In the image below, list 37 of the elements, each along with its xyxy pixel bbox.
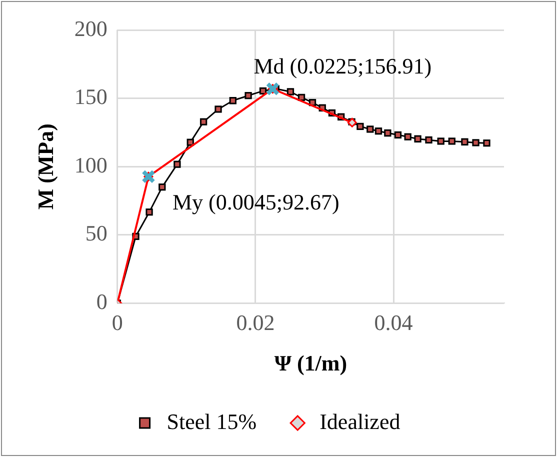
point [437, 138, 444, 145]
legend-label: Idealized [320, 408, 400, 434]
y-axis-title: M (MPa) [32, 124, 58, 210]
point [472, 139, 480, 146]
point [448, 138, 456, 145]
y-tick-label: 200 [74, 16, 108, 41]
x-tick-label: 0 [112, 310, 123, 336]
x-axis-title: Ψ (1/m) [274, 350, 348, 376]
point [200, 118, 208, 126]
y-tick-label: 50 [85, 220, 108, 246]
point [374, 128, 382, 135]
point [229, 97, 236, 104]
y-tick-label: 150 [74, 84, 108, 110]
x-tick-label: 0.02 [236, 310, 275, 336]
y-tick-label: 0 [96, 288, 108, 314]
point [158, 184, 166, 191]
point [146, 208, 153, 216]
point [259, 87, 267, 94]
point [425, 136, 432, 144]
point [384, 129, 392, 137]
point [356, 122, 364, 130]
point [461, 138, 468, 146]
annotation: Md (0.0225;156.91) [254, 54, 432, 79]
point [414, 135, 422, 142]
point [394, 131, 402, 138]
point [186, 138, 194, 146]
point [174, 160, 181, 168]
x-tick-label: 0.04 [374, 310, 413, 336]
y-tick-label: 100 [74, 152, 108, 178]
point [366, 126, 374, 133]
point [214, 106, 222, 113]
annotation: My (0.0045;92.67) [172, 189, 340, 214]
point [286, 88, 294, 96]
point [483, 140, 490, 147]
legend-label: Steel 15% [166, 408, 257, 434]
point [404, 133, 412, 140]
point [244, 92, 252, 100]
